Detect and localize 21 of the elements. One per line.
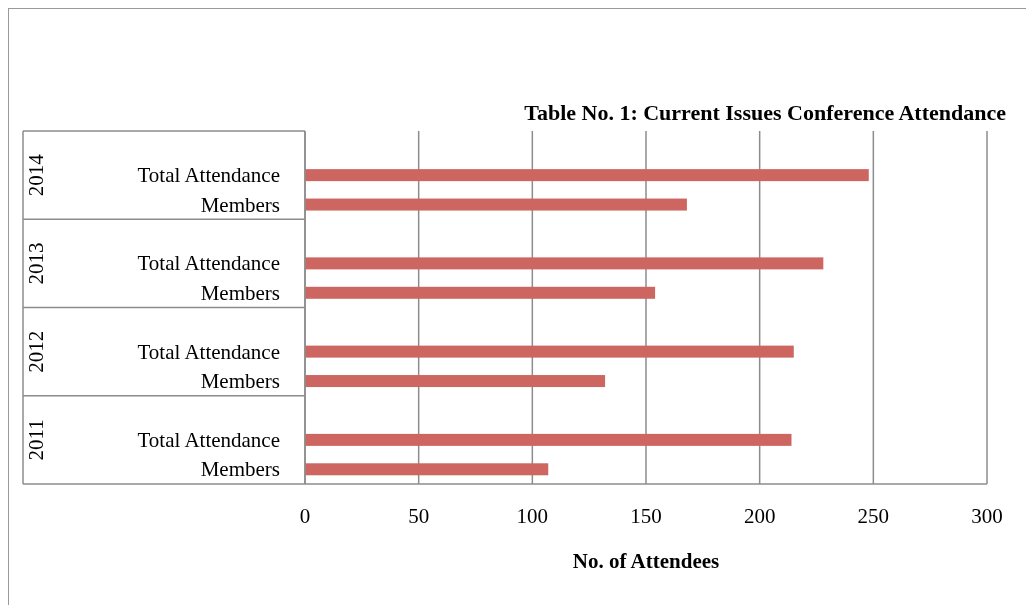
text: 2014 <box>24 153 48 197</box>
y-tick-label: Total Attendance <box>137 163 280 188</box>
x-tick-label: 50 <box>408 504 430 528</box>
x-tick-label: 150 <box>630 504 662 528</box>
y-tick-label: Members <box>200 457 280 482</box>
y-tick-label: Members <box>200 192 280 217</box>
text: 2012 <box>24 330 48 373</box>
x-tick-label: 300 <box>971 504 1003 528</box>
x-axis-title: No. of Attendees <box>572 549 720 573</box>
x-tick-label: 250 <box>857 504 890 528</box>
y-tick-label: Total Attendance <box>137 251 280 276</box>
y-tick-label: Total Attendance <box>137 339 280 364</box>
x-tick-label: 0 <box>299 504 311 528</box>
text: 2013 <box>24 242 48 285</box>
x-tick-label: 100 <box>516 504 549 528</box>
y-tick-label: Members <box>200 369 280 394</box>
chart-title: Table No. 1: Current Issues Conference Attendance <box>524 100 1007 125</box>
text: 2011 <box>24 419 48 461</box>
y-tick-label: Members <box>200 280 280 305</box>
x-tick-label: 200 <box>743 504 776 528</box>
y-tick-label: Total Attendance <box>137 427 280 452</box>
